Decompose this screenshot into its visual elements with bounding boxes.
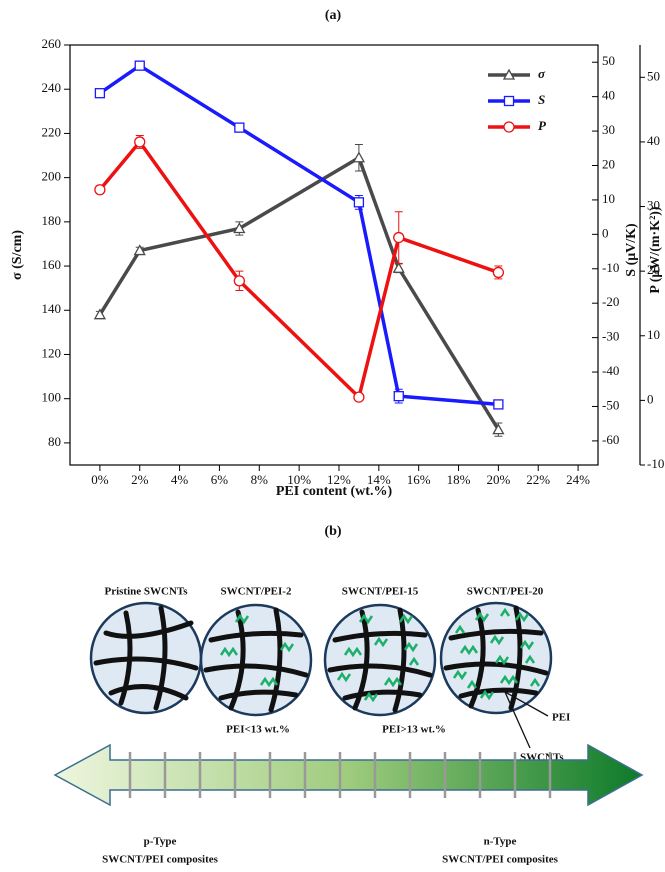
y2-tick-label: 20 bbox=[602, 156, 615, 171]
gradient-arrow bbox=[53, 743, 644, 807]
range-label: PEI>13 wt.% bbox=[382, 724, 446, 736]
x-tick-label: 10% bbox=[287, 472, 311, 487]
marker bbox=[233, 275, 246, 287]
chart: (a) PEI content (wt.%) σ (S/cm) S (μV/K)… bbox=[10, 8, 664, 499]
y3-tick-label: 10 bbox=[647, 327, 660, 342]
diagram-title: (b) bbox=[324, 524, 341, 539]
marker bbox=[353, 197, 365, 208]
marker bbox=[503, 121, 515, 133]
marker bbox=[234, 122, 245, 133]
marker bbox=[492, 266, 505, 279]
y2-tick-label: -30 bbox=[602, 329, 619, 344]
series-line bbox=[98, 63, 499, 407]
x-tick-label: 18% bbox=[447, 472, 471, 487]
marker bbox=[93, 308, 106, 320]
marker bbox=[393, 231, 405, 244]
swcnt-circles bbox=[89, 601, 553, 749]
range-label: PEI<13 wt.% bbox=[226, 724, 290, 736]
y-tick-label: 160 bbox=[42, 257, 62, 272]
end-label: SWCNT/PEI composites bbox=[102, 854, 219, 866]
x-tick-label: 0% bbox=[91, 472, 109, 487]
x-tick-label: 8% bbox=[251, 472, 269, 487]
y2-tick-label: -40 bbox=[602, 363, 619, 378]
y2-tick-label: -20 bbox=[602, 294, 619, 309]
y2-tick-label: 0 bbox=[602, 225, 609, 240]
y3-axis-label: P (μW/(m·K²)) bbox=[648, 206, 663, 294]
diagram: (b) Pristine SWCNTs SWCNT/PEI-2 SWCNT/PE… bbox=[53, 524, 644, 866]
y2-tick-label: 40 bbox=[602, 88, 615, 103]
marker bbox=[352, 151, 366, 163]
y-tick-label: 200 bbox=[42, 169, 62, 184]
marker bbox=[133, 244, 146, 256]
x-tick-label: 12% bbox=[327, 472, 351, 487]
marker bbox=[94, 88, 106, 99]
y3-tick-label: 30 bbox=[647, 198, 660, 213]
legend-label: P bbox=[538, 118, 547, 133]
x-tick-label: 22% bbox=[526, 472, 550, 487]
panel-label: SWCNT/PEI-2 bbox=[221, 586, 292, 598]
marker bbox=[493, 399, 504, 410]
marker bbox=[392, 261, 405, 273]
y-axis-label: σ (S/cm) bbox=[10, 230, 25, 280]
x-tick-label: 2% bbox=[131, 472, 149, 487]
y3-tick-label: 50 bbox=[647, 68, 660, 83]
marker bbox=[492, 423, 505, 435]
y2-tick-label: 50 bbox=[602, 53, 615, 68]
marker bbox=[503, 95, 515, 107]
panel-label: SWCNT/PEI-20 bbox=[467, 586, 544, 598]
end-label: p-Type bbox=[144, 836, 177, 848]
y-tick-label: 140 bbox=[42, 301, 62, 316]
legend-label: S bbox=[538, 92, 545, 107]
callout: PEI bbox=[552, 712, 570, 724]
arrow-ticks bbox=[128, 752, 552, 798]
y3-tick-label: -10 bbox=[647, 456, 664, 471]
end-label: n-Type bbox=[484, 836, 517, 848]
y3-tick-label: 0 bbox=[647, 391, 654, 406]
marker bbox=[94, 184, 106, 196]
y2-tick-label: -10 bbox=[602, 260, 619, 275]
marker bbox=[134, 136, 146, 148]
series-line bbox=[98, 139, 499, 401]
marker bbox=[353, 391, 365, 403]
chart-title: (a) bbox=[325, 8, 342, 23]
y-tick-label: 100 bbox=[42, 390, 62, 405]
y-tick-label: 240 bbox=[42, 80, 62, 95]
y2-axis-label: S (μV/K) bbox=[624, 223, 639, 277]
x-tick-label: 16% bbox=[407, 472, 431, 487]
marker bbox=[233, 222, 246, 234]
series-line bbox=[98, 155, 500, 431]
x-tick-label: 14% bbox=[367, 472, 391, 487]
y-tick-label: 260 bbox=[42, 36, 62, 51]
y-tick-label: 120 bbox=[42, 345, 62, 360]
y2-tick-label: -60 bbox=[602, 432, 619, 447]
y3-tick-label: 20 bbox=[647, 262, 660, 277]
x-tick-label: 24% bbox=[566, 472, 590, 487]
y-tick-label: 220 bbox=[42, 124, 62, 139]
x-tick-label: 20% bbox=[486, 472, 510, 487]
x-tick-label: 4% bbox=[171, 472, 189, 487]
x-axis-label: PEI content (wt.%) bbox=[276, 484, 393, 499]
marker bbox=[502, 68, 516, 80]
panel-label: SWCNT/PEI-15 bbox=[342, 586, 419, 598]
legend-label: σ bbox=[538, 66, 546, 81]
y-tick-label: 80 bbox=[48, 434, 61, 449]
end-label: SWCNT/PEI composites bbox=[442, 854, 559, 866]
y2-tick-label: -50 bbox=[602, 397, 619, 412]
panel-label: Pristine SWCNTs bbox=[104, 586, 188, 598]
marker bbox=[134, 60, 145, 71]
plot-frame bbox=[69, 44, 599, 466]
y2-tick-label: 10 bbox=[602, 191, 615, 206]
x-tick-label: 6% bbox=[211, 472, 229, 487]
marker bbox=[393, 390, 404, 402]
y3-tick-label: 40 bbox=[647, 133, 660, 148]
y-tick-label: 180 bbox=[42, 213, 62, 228]
y2-tick-label: 30 bbox=[602, 122, 615, 137]
